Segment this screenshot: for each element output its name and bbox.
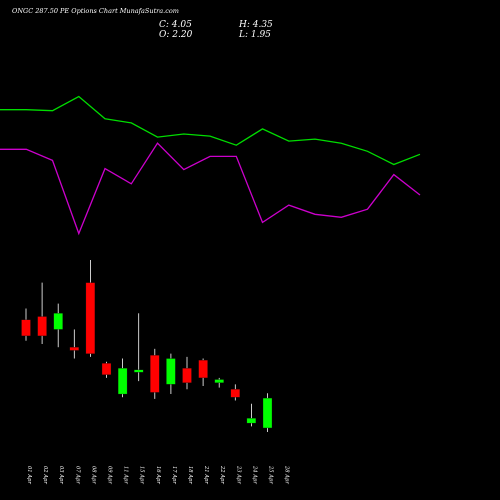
candle-body: [37, 316, 47, 337]
candle-body: [262, 397, 273, 429]
low-value: L: 1.95: [239, 30, 271, 40]
indicator-line-2: [0, 142, 421, 236]
x-tick-label: 25 Apr: [268, 465, 274, 484]
x-tick-label: 07 Apr: [74, 466, 80, 484]
chart-title: ONGC 287.50 PE Options Chart MunafaSutra…: [12, 7, 179, 15]
x-tick-label: 21 Apr: [203, 465, 209, 484]
candle-body: [53, 313, 63, 330]
x-tick-label: 15 Apr: [139, 466, 145, 484]
candle-body: [246, 418, 257, 424]
x-tick-label: 28 Apr: [284, 465, 290, 484]
candle-body: [101, 363, 112, 375]
x-tick-label: 02 Apr: [42, 466, 48, 484]
close-value: C: 4.05: [159, 20, 192, 30]
candle-body: [150, 355, 160, 393]
open-value: O: 2.20: [159, 30, 193, 40]
candle-body: [166, 358, 176, 385]
x-tick-label: 01 Apr: [26, 466, 32, 484]
x-tick-label: 22 Apr: [219, 465, 225, 484]
candle-body: [69, 347, 79, 351]
x-tick-label: 17 Apr: [171, 466, 177, 484]
candle-body: [214, 379, 224, 383]
x-tick-label: 18 Apr: [187, 466, 193, 484]
candle-body: [134, 369, 144, 373]
x-tick-label: 09 Apr: [107, 466, 113, 484]
x-tick-label: 23 Apr: [235, 465, 241, 484]
x-tick-label: 24 Apr: [251, 465, 257, 484]
candle-body: [21, 319, 31, 337]
candle-body: [117, 368, 128, 395]
candle-body: [85, 282, 96, 354]
x-tick-label: 11 Apr: [123, 466, 129, 484]
candle-body: [198, 359, 208, 379]
x-tick-label: 08 Apr: [90, 466, 96, 484]
candle-body: [230, 389, 240, 398]
indicator-line-1: [0, 95, 421, 166]
x-tick-label: 03 Apr: [58, 466, 64, 484]
high-value: H: 4.35: [239, 20, 273, 30]
x-tick-label: 16 Apr: [155, 466, 161, 484]
candle-body: [182, 368, 192, 383]
